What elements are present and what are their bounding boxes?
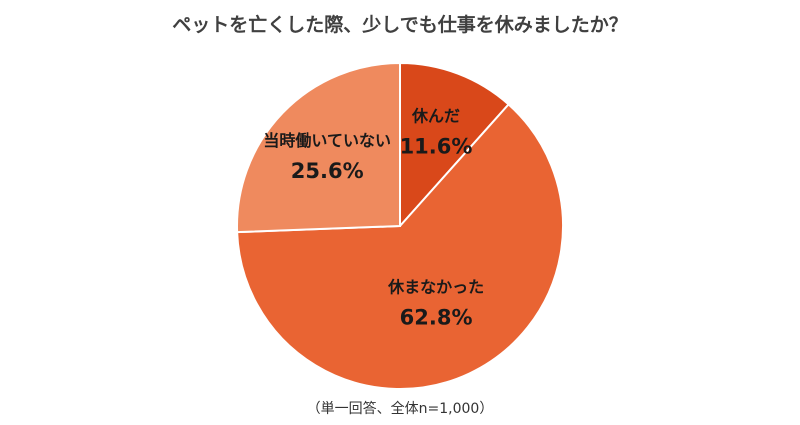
pie-slice [399, 61, 510, 229]
slice-value-label: 62.8% [400, 306, 473, 330]
pie-slice [236, 61, 401, 234]
slice-label: 休んだ [411, 107, 460, 126]
slice-value-label: 25.6% [291, 159, 364, 183]
pie-slice [236, 102, 565, 390]
sample-note: （単一回答、全体n=1,000） [306, 401, 494, 417]
chart-title: ペットを亡くした際、少しでも仕事を休みましたか？ [172, 14, 628, 36]
slice-value-label: 11.6% [400, 135, 473, 159]
slice-label: 休まなかった [387, 278, 484, 297]
slice-label: 当時働いていない [263, 131, 391, 150]
